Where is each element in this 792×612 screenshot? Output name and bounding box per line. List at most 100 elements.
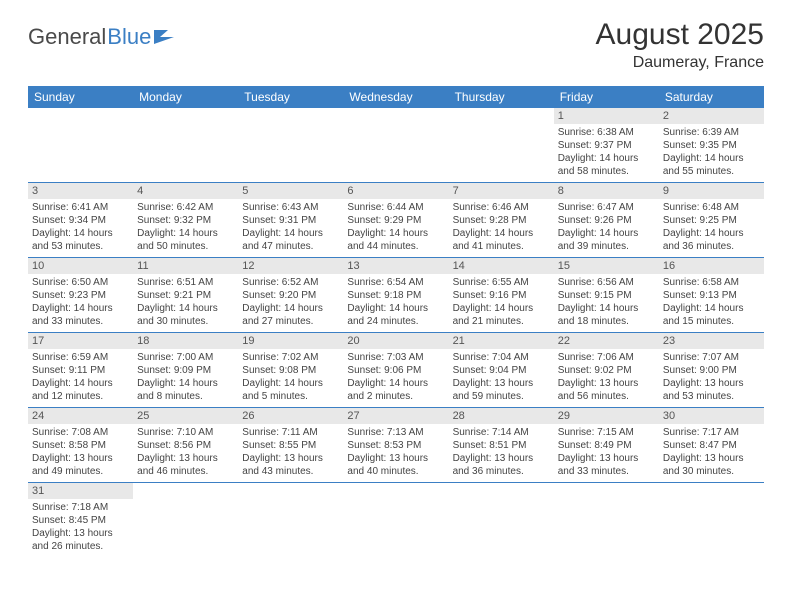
daynum-row: 21: [449, 333, 554, 349]
calendar-cell: 14 Sunrise: 6:55 AMSunset: 9:16 PMDayligh…: [449, 258, 554, 332]
daylight-text: Daylight: 14 hours and 8 minutes.: [137, 377, 234, 403]
calendar-cell: 15Sunrise: 6:56 AMSunset: 9:15 PMDayligh…: [554, 258, 659, 332]
daynum-row: 19: [238, 333, 343, 349]
sunrise-text: Sunrise: 6:41 AM: [32, 201, 129, 214]
day-number: 23: [663, 335, 675, 347]
daynum-row: 17: [28, 333, 133, 349]
sunset-text: Sunset: 9:06 PM: [347, 364, 444, 377]
dayhead-wed: Wednesday: [343, 86, 448, 108]
calendar-cell: 10Sunrise: 6:50 AMSunset: 9:23 PMDayligh…: [28, 258, 133, 332]
sunset-text: Sunset: 9:16 PM: [453, 289, 550, 302]
calendar-cell: 17Sunrise: 6:59 AMSunset: 9:11 PMDayligh…: [28, 333, 133, 407]
calendar-cell: 30Sunrise: 7:17 AMSunset: 8:47 PMDayligh…: [659, 408, 764, 482]
daynum-row: 23: [659, 333, 764, 349]
page-header: GeneralBlue August 2025 Daumeray, France: [0, 0, 792, 80]
sunrise-text: Sunrise: 6:47 AM: [558, 201, 655, 214]
day-number: 3: [32, 185, 38, 197]
daynum-row: [449, 483, 554, 499]
day-number: 30: [663, 410, 675, 422]
calendar-cell: 27Sunrise: 7:13 AMSunset: 8:53 PMDayligh…: [343, 408, 448, 482]
title-block: August 2025 Daumeray, France: [596, 18, 764, 72]
day-number: 4: [137, 185, 143, 197]
sunrise-text: Sunrise: 7:04 AM: [453, 351, 550, 364]
daynum-row: 25: [133, 408, 238, 424]
daylight-text: Daylight: 14 hours and 21 minutes.: [453, 302, 550, 328]
daynum-row: [238, 108, 343, 124]
week-row: 31Sunrise: 7:18 AMSunset: 8:45 PMDayligh…: [28, 483, 764, 557]
dayhead-fri: Friday: [554, 86, 659, 108]
sunrise-text: Sunrise: 7:18 AM: [32, 501, 129, 514]
sunrise-text: Sunrise: 6:48 AM: [663, 201, 760, 214]
daynum-row: [659, 483, 764, 499]
dayhead-sun: Sunday: [28, 86, 133, 108]
daynum-row: 20: [343, 333, 448, 349]
day-number: 14: [453, 260, 465, 272]
sunset-text: Sunset: 8:56 PM: [137, 439, 234, 452]
sunrise-text: Sunrise: 6:54 AM: [347, 276, 444, 289]
daylight-text: Daylight: 14 hours and 24 minutes.: [347, 302, 444, 328]
daynum-row: 18: [133, 333, 238, 349]
sunset-text: Sunset: 9:00 PM: [663, 364, 760, 377]
sunset-text: Sunset: 9:31 PM: [242, 214, 339, 227]
daynum-row: 2: [659, 108, 764, 124]
day-number: 31: [32, 485, 44, 497]
calendar-cell: 1Sunrise: 6:38 AMSunset: 9:37 PMDaylight…: [554, 108, 659, 182]
daylight-text: Daylight: 14 hours and 58 minutes.: [558, 152, 655, 178]
sunrise-text: Sunrise: 6:51 AM: [137, 276, 234, 289]
calendar-cell: 5Sunrise: 6:43 AMSunset: 9:31 PMDaylight…: [238, 183, 343, 257]
daynum-row: 30: [659, 408, 764, 424]
calendar-cell: 26 Sunrise: 7:11 AMSunset: 8:55 PMDayligh…: [238, 408, 343, 482]
daylight-text: Daylight: 14 hours and 36 minutes.: [663, 227, 760, 253]
daynum-row: 11: [133, 258, 238, 274]
daylight-text: Daylight: 13 hours and 53 minutes.: [663, 377, 760, 403]
daylight-text: Daylight: 13 hours and 30 minutes.: [663, 452, 760, 478]
daylight-text: Daylight: 14 hours and 30 minutes.: [137, 302, 234, 328]
sunset-text: Sunset: 9:37 PM: [558, 139, 655, 152]
daylight-text: Daylight: 14 hours and 27 minutes.: [242, 302, 339, 328]
dayhead-tue: Tuesday: [238, 86, 343, 108]
day-number: 26: [242, 410, 254, 422]
day-number: 16: [663, 260, 675, 272]
weeks-container: 1Sunrise: 6:38 AMSunset: 9:37 PMDaylight…: [28, 108, 764, 557]
sunset-text: Sunset: 9:21 PM: [137, 289, 234, 302]
sunrise-text: Sunrise: 6:55 AM: [453, 276, 550, 289]
logo-text-general: General: [28, 24, 106, 50]
daynum-row: 10: [28, 258, 133, 274]
sunset-text: Sunset: 8:53 PM: [347, 439, 444, 452]
calendar-cell: 3Sunrise: 6:41 AMSunset: 9:34 PMDaylight…: [28, 183, 133, 257]
day-number: 25: [137, 410, 149, 422]
sunrise-text: Sunrise: 6:42 AM: [137, 201, 234, 214]
logo: GeneralBlue: [28, 24, 176, 50]
calendar-cell: 21Sunrise: 7:04 AMSunset: 9:04 PMDayligh…: [449, 333, 554, 407]
calendar-cell-empty: [449, 108, 554, 182]
sunset-text: Sunset: 9:11 PM: [32, 364, 129, 377]
daylight-text: Daylight: 13 hours and 56 minutes.: [558, 377, 655, 403]
calendar-cell-empty: [449, 483, 554, 557]
calendar-cell: 25Sunrise: 7:10 AMSunset: 8:56 PMDayligh…: [133, 408, 238, 482]
daynum-row: 28: [449, 408, 554, 424]
daynum-row: 29: [554, 408, 659, 424]
daynum-row: 5: [238, 183, 343, 199]
sunrise-text: Sunrise: 7:11 AM: [242, 426, 339, 439]
sunrise-text: Sunrise: 7:06 AM: [558, 351, 655, 364]
sunrise-text: Sunrise: 7:14 AM: [453, 426, 550, 439]
day-number: 19: [242, 335, 254, 347]
daylight-text: Daylight: 13 hours and 43 minutes.: [242, 452, 339, 478]
day-number: 17: [32, 335, 44, 347]
sunrise-text: Sunrise: 6:59 AM: [32, 351, 129, 364]
calendar-cell-empty: [28, 108, 133, 182]
sunrise-text: Sunrise: 6:43 AM: [242, 201, 339, 214]
daynum-row: [28, 108, 133, 124]
sunset-text: Sunset: 8:58 PM: [32, 439, 129, 452]
calendar-cell-empty: [238, 483, 343, 557]
daynum-row: 16: [659, 258, 764, 274]
sunset-text: Sunset: 9:29 PM: [347, 214, 444, 227]
day-number: 8: [558, 185, 564, 197]
sunset-text: Sunset: 8:55 PM: [242, 439, 339, 452]
calendar-cell-empty: [343, 483, 448, 557]
calendar-cell-empty: [659, 483, 764, 557]
calendar-cell: 7Sunrise: 6:46 AMSunset: 9:28 PMDaylight…: [449, 183, 554, 257]
daylight-text: Daylight: 14 hours and 15 minutes.: [663, 302, 760, 328]
calendar-cell: 11 Sunrise: 6:51 AMSunset: 9:21 PMDayligh…: [133, 258, 238, 332]
daylight-text: Daylight: 13 hours and 36 minutes.: [453, 452, 550, 478]
